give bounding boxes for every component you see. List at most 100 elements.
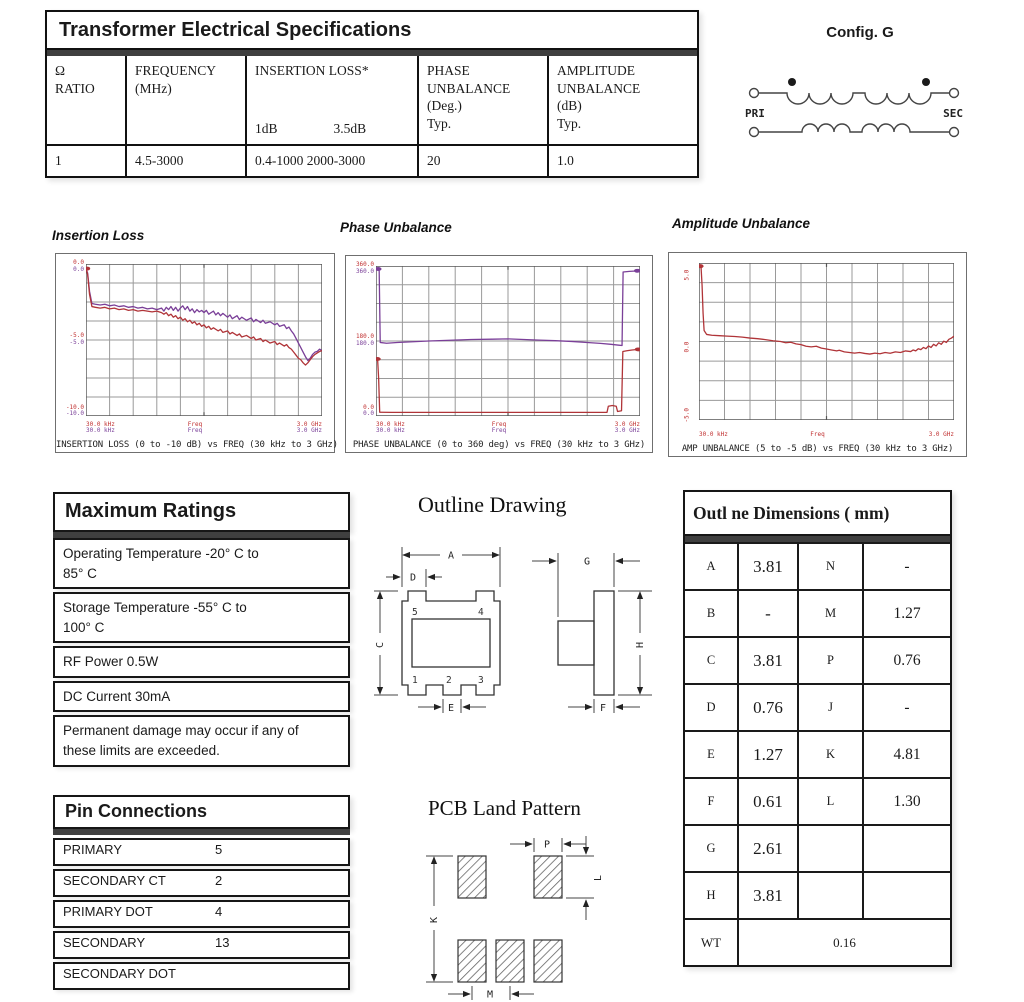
pin-row: PRIMARY DOT 4 xyxy=(53,900,350,928)
x-tick-center: Freq Freq xyxy=(491,420,507,435)
phase-unbalance-plot xyxy=(376,266,640,416)
dim-c-label: C xyxy=(375,642,386,648)
title-shadow-band xyxy=(53,829,350,835)
pin-4-label: 4 xyxy=(478,607,484,618)
x-tick-center: Freq Freq xyxy=(187,420,203,435)
pin-row: PRIMARY 5 xyxy=(53,838,350,866)
pin-connections-title: Pin Connections xyxy=(65,801,208,821)
y-tick-bottom: 0.0 0.0 xyxy=(363,403,374,418)
y-tick-top: 360.0 360.0 xyxy=(355,261,374,275)
amplitude-unbalance-caption: AMP UNBALANCE (5 to -5 dB) vs FREQ (30 k… xyxy=(681,444,954,454)
y-tick-top: 5.0 xyxy=(683,269,691,281)
x-tick-right: 3.0 GHz xyxy=(928,431,954,439)
dim-p-label: P xyxy=(544,840,550,851)
dims-row: C 3.81 P 0.76 xyxy=(685,636,950,685)
pin-2-label: 2 xyxy=(446,675,452,686)
cell-phase: 20 xyxy=(419,146,549,176)
spec-table-title: Transformer Electrical Specifications xyxy=(47,12,697,50)
x-tick-left: 30.0 kHz 30.0 kHz xyxy=(376,420,405,435)
dim-m-label: M xyxy=(487,990,493,1001)
cell-ratio: 1 xyxy=(47,146,127,176)
dim-e-label: E xyxy=(448,703,454,714)
pcb-land-pattern-title: PCB Land Pattern xyxy=(428,796,581,820)
pin-5-label: 5 xyxy=(412,607,418,618)
insertion-loss-label: INSERTION LOSS* xyxy=(255,63,369,78)
col-header-phase: PHASE UNBALANCE (Deg.) Typ. xyxy=(419,56,549,146)
x-tick-right: 3.0 GHz 3.0 GHz xyxy=(296,420,322,435)
pin-row: SECONDARY CT 2 xyxy=(53,869,350,897)
outline-dimensions-table: Outl ne Dimensions ( mm) A 3.81 N- B- M 1.… xyxy=(683,490,952,967)
cell-frequency: 4.5-3000 xyxy=(127,146,247,176)
pin-3-label: 3 xyxy=(478,675,484,686)
config-g-schematic: PRI SEC xyxy=(745,78,963,138)
solder-pads xyxy=(457,855,563,983)
dim-l-label: L xyxy=(593,875,604,881)
y-tick-bottom: -5.0 xyxy=(683,408,691,423)
dims-row: G 2.61 xyxy=(685,824,950,873)
rating-row: Permanent damage may occur if any of the… xyxy=(53,715,350,767)
rating-row: DC Current 30mA xyxy=(53,680,350,713)
dim-k-label: K xyxy=(429,917,440,923)
rating-row: Operating Temperature -20° C to 85° C xyxy=(53,538,350,590)
pin-row: SECONDARY 13 xyxy=(53,931,350,959)
amplitude-unbalance-plot xyxy=(699,263,954,420)
insertion-loss-title: Insertion Loss xyxy=(52,228,145,243)
y-tick-mid: -5.0 -5.0 xyxy=(69,332,84,346)
phase-dot-right xyxy=(922,78,930,86)
pin-1-label: 1 xyxy=(412,675,418,686)
cell-insertion-3-5db: 2000-3000 xyxy=(306,153,366,168)
dims-row: D 0.76 J- xyxy=(685,683,950,732)
phase-unbalance-title: Phase Unbalance xyxy=(340,220,452,235)
pin-connections-table: Pin Connections PRIMARY 5 SECONDARY CT 2 P… xyxy=(53,795,350,990)
insertion-loss-caption: INSERTION LOSS (0 to -10 dB) vs FREQ (30… xyxy=(56,440,338,450)
y-tick-bottom: -10.0 -10.0 xyxy=(65,403,84,418)
cell-amplitude: 1.0 xyxy=(557,153,574,168)
dims-row: F 0.61 L 1.30 xyxy=(685,777,950,826)
x-tick-left: 30.0 kHz xyxy=(699,431,728,439)
outline-drawing-title: Outline Drawing xyxy=(418,492,567,517)
spec-table: Transformer Electrical Specifications Ω … xyxy=(45,10,699,178)
phase-dot-left xyxy=(788,78,796,86)
title-shadow-band xyxy=(47,50,697,56)
pri-label: PRI xyxy=(745,107,765,120)
sec-label: SEC xyxy=(943,107,963,120)
dims-row: A 3.81 N- xyxy=(685,542,950,591)
dims-wt-row: WT 0.16 xyxy=(685,918,950,965)
sub-3-5db: 3.5dB xyxy=(333,121,367,137)
config-g-title: Config. G xyxy=(826,24,894,41)
dim-h-label: H xyxy=(635,642,646,648)
col-header-insertion-loss: INSERTION LOSS* 1dB 3.5dB xyxy=(247,56,419,146)
sub-1db: 1dB xyxy=(255,121,278,137)
dim-d-label: D xyxy=(410,573,416,584)
col-header-ratio: Ω RATIO xyxy=(47,56,127,146)
phase-unbalance-caption: PHASE UNBALANCE (0 to 360 deg) vs FREQ (… xyxy=(352,440,646,450)
col-header-amplitude: AMPLITUDE UNBALANCE (dB) Typ. xyxy=(549,56,697,146)
spec-table-grid: Ω RATIO FREQUENCY (MHz) INSERTION LOSS* … xyxy=(47,56,697,176)
insertion-loss-plot xyxy=(86,264,322,416)
maximum-ratings-table: Maximum Ratings Operating Temperature -2… xyxy=(53,492,350,767)
x-tick-center: Freq xyxy=(810,431,825,439)
pin-row: SECONDARY DOT xyxy=(53,962,350,990)
dim-a-label: A xyxy=(448,551,454,562)
y-tick-mid: 0.0 xyxy=(683,341,691,352)
dims-row: E 1.27 K 4.81 xyxy=(685,730,950,779)
dim-g-label: G xyxy=(584,557,590,568)
package-top-view xyxy=(401,590,501,696)
outline-dimensions-title: Outl ne Dimensions ( mm) xyxy=(685,492,950,536)
col-header-frequency: FREQUENCY (MHz) xyxy=(127,56,247,146)
y-tick-top: 0.0 0.0 xyxy=(73,259,84,273)
dims-row: H 3.81 xyxy=(685,871,950,920)
pcb-land-pattern-drawing: P L K M xyxy=(426,836,604,1001)
outline-drawing: A D C E G H F 5 4 1 2 3 xyxy=(374,547,652,714)
insertion-loss-graph: 0.0 0.0 -5.0 -5.0 -10.0 -10.0 30.0 kHz 30.0 … xyxy=(55,253,338,453)
rating-row: RF Power 0.5W xyxy=(53,646,350,678)
x-tick-right: 3.0 GHz 3.0 GHz xyxy=(614,420,640,435)
package-side-view xyxy=(557,590,615,696)
maximum-ratings-title: Maximum Ratings xyxy=(65,500,237,522)
dims-row: B- M 1.27 xyxy=(685,589,950,638)
amplitude-unbalance-title: Amplitude Unbalance xyxy=(672,216,811,231)
dim-f-label: F xyxy=(600,703,606,714)
x-tick-left: 30.0 kHz 30.0 kHz xyxy=(86,420,115,435)
y-tick-mid: 180.0 180.0 xyxy=(355,333,374,347)
